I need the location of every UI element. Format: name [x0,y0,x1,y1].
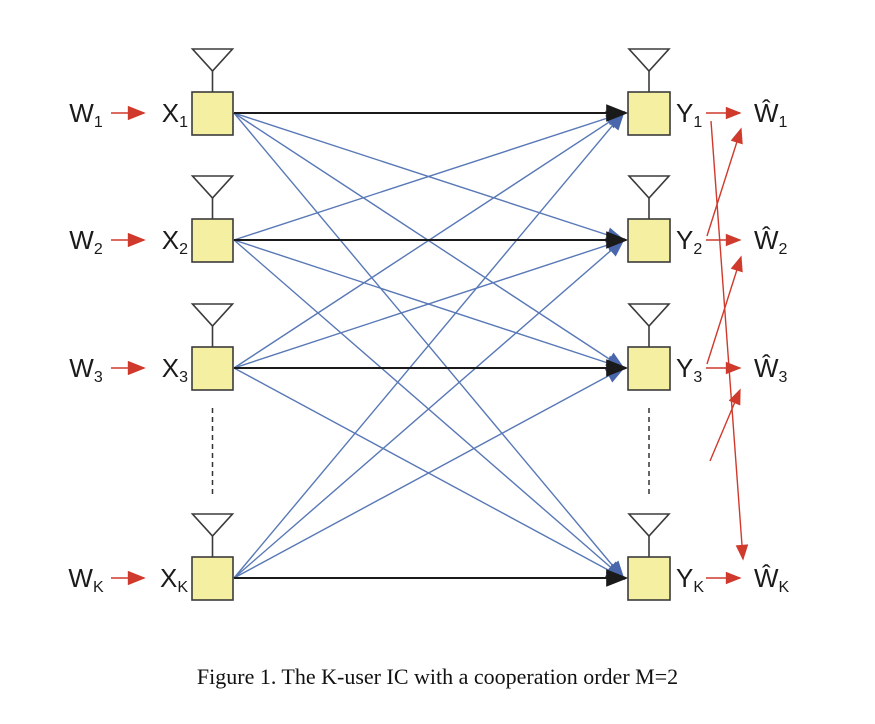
interference-links [233,110,626,581]
coop-arrow-y2-w1 [706,127,743,237]
signal-label-xk: XK [159,563,188,596]
rx-box-k [627,556,671,601]
interference-link-xk-y1 [233,110,625,579]
rx-box-1 [627,91,671,136]
antenna-triangle [190,513,235,538]
tx-box-1 [191,91,234,136]
message-arrows [111,105,146,586]
rx-box-3 [627,346,671,391]
signal-label-x1: X1 [161,98,188,131]
antenna-triangle [190,48,235,73]
interference-link-xk-y3 [233,366,626,579]
decoded-label-wk: ŴK [754,563,790,596]
tx-box-k [191,556,234,601]
decode-arrows [706,106,742,585]
coop-arrow-y3-w2 [706,255,743,365]
signal-label-x2: X2 [161,225,188,258]
coop-arrow-ellipsis-w3 [709,388,741,462]
tx-box-2 [191,218,234,263]
message-label-w1: W1 [69,98,103,131]
signal-label-y3: Y3 [676,353,703,386]
antenna-rx-2 [627,175,671,219]
signal-label-y1: Y1 [676,98,703,131]
antenna-rx-3 [627,303,671,347]
rx-boxes [627,91,671,601]
interference-link-x2-y1 [233,110,626,241]
signal-label-x3: X3 [161,353,188,386]
decoded-label-w2: Ŵ2 [754,225,788,258]
antenna-tx-2 [190,175,235,219]
signal-label-y2: Y2 [676,225,703,258]
antenna-triangle [627,48,671,73]
figure-caption: Figure 1. The K-user IC with a cooperati… [196,664,679,689]
antenna-triangle [627,513,671,538]
antenna-triangle [627,303,671,328]
cooperation-arrows [706,120,749,561]
antenna-rx-k [627,513,671,557]
coop-arrow-y1-wk [710,120,749,561]
message-label-wk: WK [68,563,104,596]
antenna-tx-k [190,513,235,557]
ellipsis-markers [211,408,650,496]
message-label-w2: W2 [69,225,103,258]
antenna-triangle [190,175,235,200]
interference-link-x3-y2 [233,237,626,369]
signal-label-yk: YK [676,563,705,596]
antenna-tx-1 [190,48,235,92]
tx-box-3 [191,346,234,391]
tx-antennas [190,48,235,557]
antenna-rx-1 [627,48,671,92]
antenna-tx-3 [190,303,235,347]
antenna-triangle [627,175,671,200]
decoded-label-w1: Ŵ1 [754,98,788,131]
rx-box-2 [627,218,671,263]
direct-links [234,104,629,587]
antenna-triangle [190,303,235,328]
message-label-w3: W3 [69,353,103,386]
interference-link-xk-y2 [233,238,626,579]
decoded-label-w3: Ŵ3 [754,353,788,386]
rx-antennas [627,48,671,557]
tx-boxes [191,91,234,601]
